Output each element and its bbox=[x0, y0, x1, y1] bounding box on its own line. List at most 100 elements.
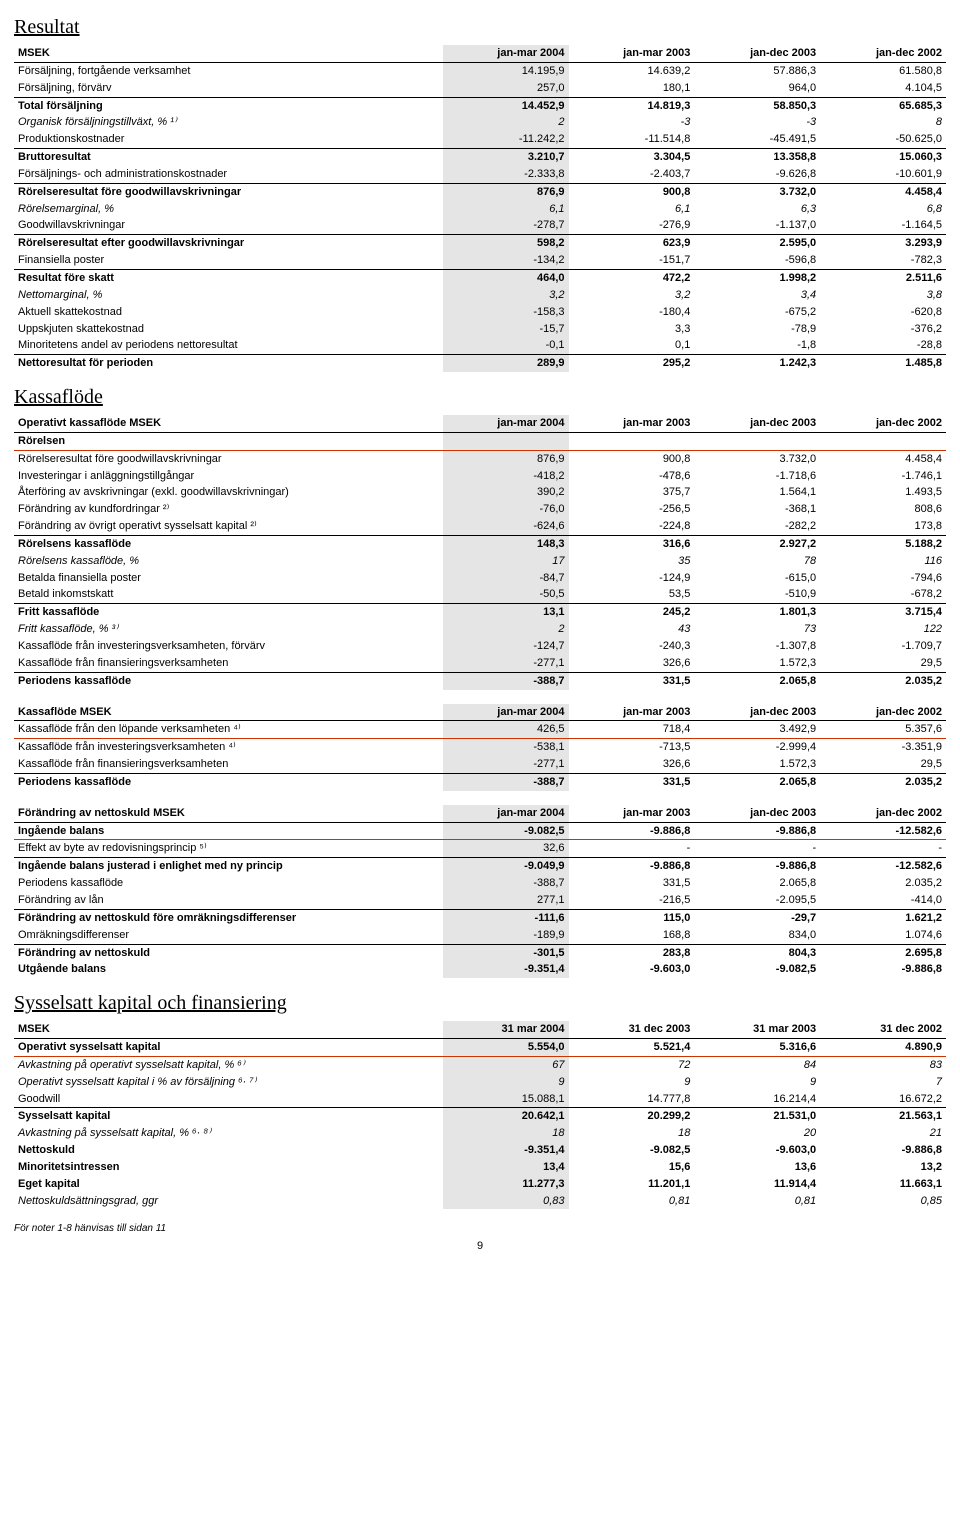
row-label: Kassaflöde från finansieringsverksamhete… bbox=[14, 655, 443, 672]
cell-value: -10.601,9 bbox=[820, 166, 946, 183]
cell-value: -794,6 bbox=[820, 570, 946, 587]
cell-value: 11.201,1 bbox=[569, 1176, 695, 1193]
cell-value: 5.188,2 bbox=[820, 535, 946, 552]
cell-value: -78,9 bbox=[694, 321, 820, 338]
table-row: Betald inkomstskatt-50,553,5-510,9-678,2 bbox=[14, 586, 946, 603]
cell-value: 3.732,0 bbox=[694, 450, 820, 467]
cell-value: 61.580,8 bbox=[820, 62, 946, 79]
cell-value: 3.715,4 bbox=[820, 604, 946, 621]
column-header: 31 mar 2004 bbox=[443, 1021, 569, 1038]
cell-value: 326,6 bbox=[569, 655, 695, 672]
cell-value: -9.886,8 bbox=[820, 961, 946, 978]
cell-value bbox=[820, 432, 946, 450]
cell-value: 13,4 bbox=[443, 1159, 569, 1176]
cell-value: 2.035,2 bbox=[820, 773, 946, 790]
cell-value: 6,3 bbox=[694, 201, 820, 218]
cell-value: 834,0 bbox=[694, 927, 820, 944]
cell-value: -414,0 bbox=[820, 892, 946, 909]
row-label: Ingående balans justerad i enlighet med … bbox=[14, 858, 443, 875]
cell-value: -624,6 bbox=[443, 518, 569, 535]
table-row: Goodwill15.088,114.777,816.214,416.672,2 bbox=[14, 1091, 946, 1108]
cell-value: -301,5 bbox=[443, 944, 569, 961]
cell-value: 65.685,3 bbox=[820, 97, 946, 114]
cell-value bbox=[694, 432, 820, 450]
cell-value: 20 bbox=[694, 1125, 820, 1142]
cell-value: 331,5 bbox=[569, 672, 695, 689]
row-label: Ingående balans bbox=[14, 822, 443, 840]
table-row: Kassaflöde från investeringsverksamheten… bbox=[14, 638, 946, 655]
table-row: Rörelseresultat före goodwillavskrivning… bbox=[14, 183, 946, 200]
cell-value: 2.065,8 bbox=[694, 672, 820, 689]
table-row: Investeringar i anläggningstillgångar-41… bbox=[14, 468, 946, 485]
cell-value: 316,6 bbox=[569, 535, 695, 552]
cell-value: 180,1 bbox=[569, 80, 695, 97]
table-row: Periodens kassaflöde-388,7331,52.065,82.… bbox=[14, 875, 946, 892]
cell-value: -596,8 bbox=[694, 252, 820, 269]
row-label: Förändring av lån bbox=[14, 892, 443, 909]
cell-value: -50,5 bbox=[443, 586, 569, 603]
cell-value: 5.554,0 bbox=[443, 1039, 569, 1057]
cell-value: 13.358,8 bbox=[694, 149, 820, 166]
cell-value: -45.491,5 bbox=[694, 131, 820, 148]
cell-value: -50.625,0 bbox=[820, 131, 946, 148]
row-label: Försäljning, fortgående verksamhet bbox=[14, 62, 443, 79]
cell-value: 29,5 bbox=[820, 655, 946, 672]
cell-value: 3,4 bbox=[694, 287, 820, 304]
cell-value: 58.850,3 bbox=[694, 97, 820, 114]
cell-value: 14.777,8 bbox=[569, 1091, 695, 1108]
column-header: jan-dec 2002 bbox=[820, 45, 946, 62]
cell-value: 4.458,4 bbox=[820, 450, 946, 467]
table-row: Rörelsemarginal, %6,16,16,36,8 bbox=[14, 201, 946, 218]
row-label: Minoritetens andel av periodens nettores… bbox=[14, 337, 443, 354]
cell-value: 464,0 bbox=[443, 269, 569, 286]
cell-value: 4.890,9 bbox=[820, 1039, 946, 1057]
row-label: Förändring av övrigt operativt sysselsat… bbox=[14, 518, 443, 535]
cell-value: 116 bbox=[820, 553, 946, 570]
cell-value: 16.214,4 bbox=[694, 1091, 820, 1108]
table-row: Nettoresultat för perioden289,9295,21.24… bbox=[14, 355, 946, 372]
cell-value: 20.299,2 bbox=[569, 1108, 695, 1125]
column-header: jan-dec 2002 bbox=[820, 805, 946, 822]
cell-value: -678,2 bbox=[820, 586, 946, 603]
table-row: Periodens kassaflöde-388,7331,52.065,82.… bbox=[14, 672, 946, 689]
cell-value: -76,0 bbox=[443, 501, 569, 518]
cell-value: 331,5 bbox=[569, 773, 695, 790]
column-header: jan-mar 2004 bbox=[443, 45, 569, 62]
cell-value: 11.277,3 bbox=[443, 1176, 569, 1193]
cell-value: -675,2 bbox=[694, 304, 820, 321]
column-header: 31 dec 2002 bbox=[820, 1021, 946, 1038]
cell-value: 57.886,3 bbox=[694, 62, 820, 79]
cell-value: -9.626,8 bbox=[694, 166, 820, 183]
table-row: Utgående balans-9.351,4-9.603,0-9.082,5-… bbox=[14, 961, 946, 978]
cell-value: 426,5 bbox=[443, 721, 569, 739]
cell-value: 9 bbox=[694, 1074, 820, 1091]
cell-value: -9.049,9 bbox=[443, 858, 569, 875]
column-header: jan-mar 2003 bbox=[569, 45, 695, 62]
cell-value: -124,9 bbox=[569, 570, 695, 587]
row-label: Periodens kassaflöde bbox=[14, 672, 443, 689]
cell-value: 3,2 bbox=[569, 287, 695, 304]
row-label: Fritt kassaflöde bbox=[14, 604, 443, 621]
row-label: Nettomarginal, % bbox=[14, 287, 443, 304]
table-row: Kassaflöde från finansieringsverksamhete… bbox=[14, 655, 946, 672]
row-label: Nettoskuld bbox=[14, 1142, 443, 1159]
cell-value: 1.485,8 bbox=[820, 355, 946, 372]
cell-value: 1.801,3 bbox=[694, 604, 820, 621]
cell-value: 53,5 bbox=[569, 586, 695, 603]
row-label: Goodwill bbox=[14, 1091, 443, 1108]
table-row: Uppskjuten skattekostnad-15,73,3-78,9-37… bbox=[14, 321, 946, 338]
cell-value: 15.088,1 bbox=[443, 1091, 569, 1108]
column-header: jan-mar 2004 bbox=[443, 415, 569, 432]
table-row: Förändring av kundfordringar ²⁾-76,0-256… bbox=[14, 501, 946, 518]
cell-value: -1,8 bbox=[694, 337, 820, 354]
cell-value: -278,7 bbox=[443, 217, 569, 234]
cell-value: 7 bbox=[820, 1074, 946, 1091]
row-label: Operativt sysselsatt kapital bbox=[14, 1039, 443, 1057]
cell-value: 1.621,2 bbox=[820, 909, 946, 926]
table-row: Aktuell skattekostnad-158,3-180,4-675,2-… bbox=[14, 304, 946, 321]
cell-value: 2 bbox=[443, 621, 569, 638]
cell-value: -368,1 bbox=[694, 501, 820, 518]
cell-value: 1.572,3 bbox=[694, 756, 820, 773]
cell-value: 3.492,9 bbox=[694, 721, 820, 739]
cell-value: 3.304,5 bbox=[569, 149, 695, 166]
